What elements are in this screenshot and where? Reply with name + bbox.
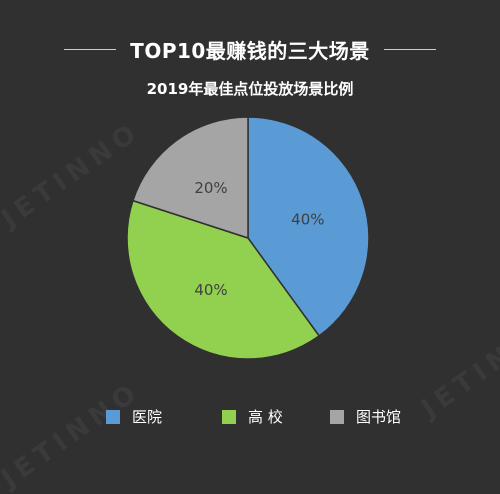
pie-slice [126, 199, 321, 360]
pie-slice [247, 116, 370, 337]
chart-title: 2019年最佳点位投放场景比例 [146, 80, 354, 98]
legend-item: 图书馆 [330, 406, 401, 427]
pie-slice [131, 116, 249, 240]
legend-swatch [106, 409, 120, 424]
page-title: TOP10最赚钱的三大场景 [130, 38, 370, 63]
legend-label: 高 校 [248, 408, 283, 426]
title-row: TOP10最赚钱的三大场景 [0, 34, 500, 64]
legend-label: 图书馆 [356, 408, 402, 426]
legend-item: 高 校 [222, 406, 283, 427]
legend-swatch [222, 409, 236, 424]
title-left-rule [64, 48, 117, 50]
title-right-rule [383, 48, 436, 50]
legend-label: 医院 [132, 408, 163, 426]
slice-value-label: 20% [194, 179, 227, 197]
chart-legend: 医院 高 校 图书馆 [0, 406, 500, 428]
legend-item: 医院 [106, 406, 162, 427]
legend-swatch [330, 409, 344, 424]
slice-value-label: 40% [291, 211, 324, 229]
slice-value-label: 40% [194, 281, 227, 299]
